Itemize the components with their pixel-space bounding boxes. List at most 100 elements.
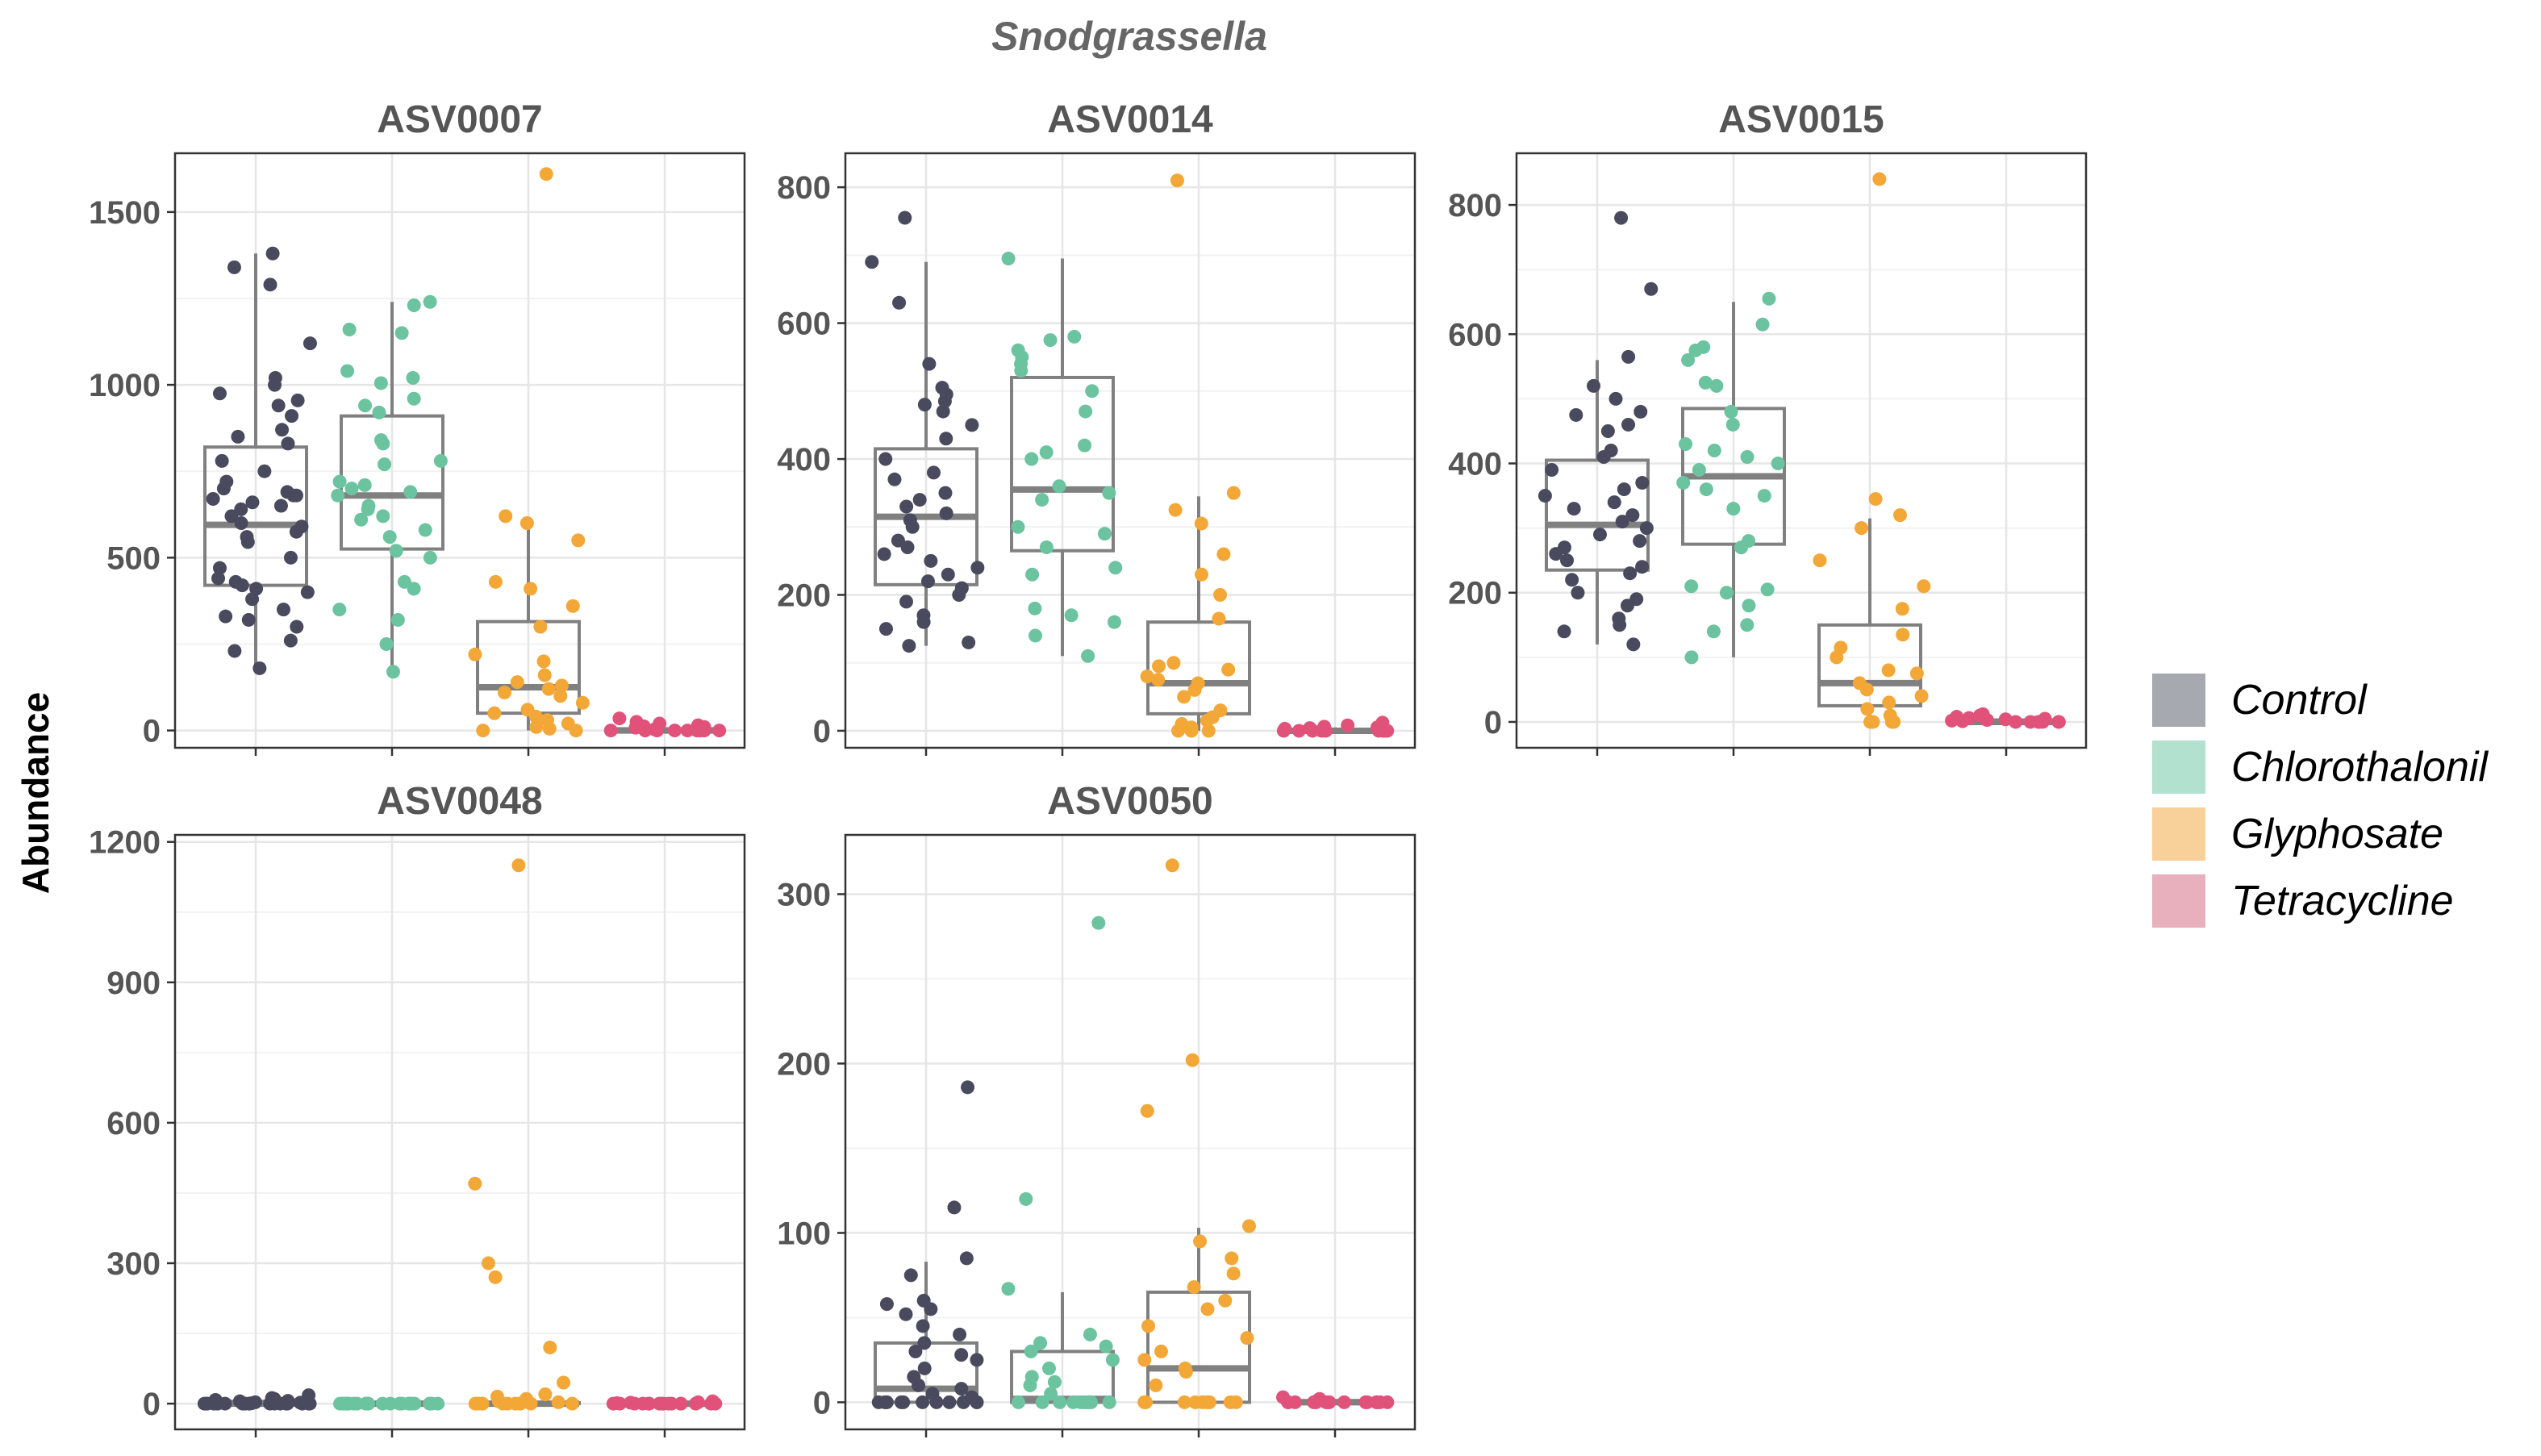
data-point [431,1396,445,1411]
data-point [553,689,568,703]
legend: Control Chlorothalonil Glyphosate Tetracycl… [2152,674,2489,928]
data-point [372,405,386,419]
data-point [554,678,569,693]
data-point [403,485,418,499]
data-point [1028,601,1042,615]
data-point [1882,695,1896,710]
data-point [1706,624,1721,639]
data-point [487,706,502,720]
data-point [1187,1280,1201,1295]
data-point [1226,486,1241,500]
data-point [912,493,927,507]
data-point [1091,916,1106,930]
data-point [926,465,941,480]
data-point [1679,436,1693,451]
y-tick-label: 1500 [89,195,161,231]
data-point [917,1361,932,1375]
data-point [603,724,618,738]
data-point [524,582,538,596]
data-point [511,858,526,873]
y-tick-label: 600 [777,307,831,342]
data-point [1201,724,1216,738]
data-point [1226,1266,1241,1281]
data-point [227,260,241,274]
data-point [939,506,953,520]
data-point [245,592,260,607]
y-tick-label: 800 [777,170,831,206]
data-point [642,1396,657,1411]
data-point [937,394,952,408]
data-point [1166,656,1181,670]
data-point [510,675,524,690]
data-point [959,1251,974,1266]
data-point [1596,450,1611,465]
data-point [331,488,345,503]
data-point [708,1396,723,1411]
data-point [240,535,255,549]
data-point [1053,1395,1067,1409]
data-point [1138,1395,1153,1409]
data-point [340,364,355,378]
data-point [565,1396,579,1411]
data-point [1083,1327,1097,1341]
data-point [953,1327,967,1341]
data-point [1085,384,1099,398]
data-point [2023,715,2038,729]
y-tick-label: 500 [106,540,161,576]
data-point [916,615,931,629]
data-point [519,515,534,530]
panel-title: ASV0048 [377,780,542,823]
data-point [1709,378,1724,393]
box-iqr [1545,458,1650,572]
data-point [899,499,914,514]
data-point [1569,407,1583,422]
data-point [941,567,955,582]
data-point [1305,724,1320,738]
data-point [557,1375,571,1390]
data-point [433,453,448,468]
data-point [1107,615,1121,629]
data-point [1291,724,1306,738]
data-point [537,668,552,682]
data-point [1896,628,1910,642]
data-point [1634,404,1648,419]
data-point [892,295,907,310]
data-point [1600,423,1615,438]
data-point [1755,317,1770,332]
y-tick-label: 1200 [89,825,161,861]
data-point [236,1396,250,1411]
data-point [1621,349,1636,364]
y-tick-label: 200 [1448,576,1502,611]
data-point [265,246,280,261]
y-tick-label: 600 [1448,317,1502,353]
data-point [1378,724,1392,738]
data-point [877,547,891,561]
data-point [1945,713,1959,728]
data-point [1177,1395,1191,1409]
chart-title: Snodgrassella [991,14,1267,59]
data-point [407,298,421,313]
data-point [252,661,267,675]
y-tick-label: 400 [777,442,831,478]
panel-border [173,833,746,1431]
data-point [1692,463,1706,478]
data-point [1681,353,1696,367]
data-point [289,524,303,539]
data-point [1079,404,1093,419]
y-tick-label: 200 [777,1046,831,1082]
data-point [1360,1395,1375,1409]
data-point [1194,516,1208,531]
data-point [565,599,580,613]
data-point [1200,713,1214,728]
data-point [1108,561,1123,575]
data-point [1067,329,1082,344]
data-point [382,530,397,544]
data-point [241,612,256,627]
data-point [1035,1395,1049,1409]
boxplot-control [1545,360,1650,645]
data-point [900,540,915,555]
data-point [917,398,932,412]
data-point [912,1378,926,1392]
data-point [1623,566,1638,581]
data-point [389,544,403,558]
